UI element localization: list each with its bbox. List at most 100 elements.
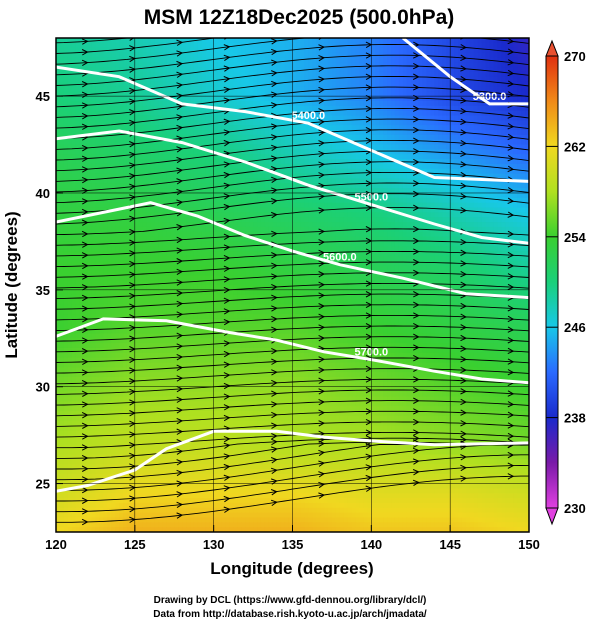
heatmap-cell	[450, 188, 455, 194]
heatmap-cell	[115, 212, 120, 218]
heatmap-cell	[316, 168, 321, 175]
heatmap-cell	[272, 76, 278, 83]
heatmap-cell	[434, 91, 439, 97]
heatmap-cell	[56, 188, 61, 194]
heatmap-cell	[280, 168, 286, 175]
heatmap-cell	[477, 217, 483, 223]
heatmap-cell	[249, 149, 254, 155]
heatmap-cell	[343, 86, 349, 92]
heatmap-cell	[292, 144, 298, 150]
heatmap-cell	[379, 47, 384, 54]
heatmap-cell	[391, 38, 396, 44]
heatmap-cell	[217, 57, 223, 63]
heatmap-cell	[406, 47, 412, 54]
heatmap-cell	[430, 139, 435, 146]
heatmap-cell	[146, 144, 152, 150]
heatmap-cell	[95, 188, 100, 194]
heatmap-cell	[166, 81, 171, 88]
heatmap-cell	[406, 226, 412, 233]
heatmap-cell	[123, 81, 128, 88]
heatmap-cell	[221, 149, 227, 155]
heatmap-cell	[391, 130, 396, 136]
heatmap-cell	[426, 144, 432, 150]
heatmap-cell	[103, 159, 108, 165]
heatmap-cell	[126, 52, 132, 58]
heatmap-cell	[331, 57, 337, 63]
heatmap-cell	[123, 52, 128, 58]
heatmap-cell	[469, 222, 475, 228]
heatmap-cell	[225, 134, 231, 141]
heatmap-cell	[75, 115, 81, 121]
heatmap-cell	[292, 67, 298, 73]
heatmap-cell	[268, 231, 274, 238]
heatmap-cell	[320, 197, 325, 204]
heatmap-cell	[115, 173, 120, 180]
heatmap-cell	[233, 86, 238, 92]
heatmap-cell	[363, 120, 368, 126]
heatmap-cell	[107, 202, 112, 209]
heatmap-cell	[375, 67, 380, 73]
heatmap-cell	[209, 86, 215, 92]
heatmap-cell	[130, 178, 136, 184]
heatmap-cell	[367, 130, 372, 136]
heatmap-cell	[493, 159, 499, 165]
heatmap-cell	[107, 222, 112, 228]
heatmap-cell	[308, 115, 313, 121]
heatmap-cell	[87, 120, 93, 126]
heatmap-cell	[477, 105, 483, 112]
heatmap-cell	[312, 144, 317, 150]
heatmap-cell	[197, 120, 203, 126]
heatmap-cell	[387, 71, 392, 78]
heatmap-cell	[284, 134, 290, 141]
heatmap-cell	[367, 120, 372, 126]
heatmap-cell	[253, 192, 258, 199]
heatmap-cell	[343, 212, 349, 218]
heatmap-cell	[186, 226, 191, 233]
heatmap-cell	[268, 159, 274, 165]
heatmap-cell	[343, 154, 349, 160]
heatmap-cell	[331, 217, 337, 223]
heatmap-cell	[446, 217, 451, 223]
heatmap-cell	[331, 188, 337, 194]
heatmap-cell	[430, 100, 435, 107]
heatmap-cell	[335, 202, 341, 209]
heatmap-cell	[245, 100, 250, 107]
heatmap-cell	[268, 52, 274, 58]
heatmap-cell	[347, 159, 353, 165]
heatmap-cell	[465, 168, 471, 175]
heatmap-cell	[150, 154, 156, 160]
heatmap-cell	[505, 120, 510, 126]
heatmap-cell	[324, 226, 329, 233]
heatmap-cell	[375, 168, 380, 175]
heatmap-cell	[371, 86, 376, 92]
heatmap-cell	[190, 134, 195, 141]
heatmap-cell	[182, 86, 187, 92]
heatmap-cell	[257, 149, 262, 155]
heatmap-cell	[398, 154, 404, 160]
heatmap-cell	[150, 178, 156, 184]
heatmap-cell	[237, 212, 242, 218]
heatmap-cell	[233, 173, 238, 180]
heatmap-cell	[272, 139, 278, 146]
heatmap-cell	[170, 57, 175, 63]
heatmap-cell	[260, 163, 266, 170]
heatmap-cell	[241, 110, 246, 117]
heatmap-cell	[304, 231, 309, 238]
heatmap-cell	[324, 222, 329, 228]
heatmap-cell	[115, 154, 120, 160]
heatmap-cell	[170, 100, 175, 107]
heatmap-cell	[237, 154, 242, 160]
heatmap-cell	[501, 173, 506, 180]
heatmap-cell	[126, 91, 132, 97]
heatmap-cell	[501, 183, 506, 189]
heatmap-cell	[182, 217, 187, 223]
heatmap-cell	[304, 217, 309, 223]
heatmap-cell	[217, 212, 223, 218]
heatmap-cell	[87, 144, 93, 150]
heatmap-cell	[123, 115, 128, 121]
heatmap-cell	[134, 217, 140, 223]
heatmap-cell	[170, 38, 175, 44]
heatmap-cell	[138, 231, 144, 238]
heatmap-cell	[324, 91, 329, 97]
heatmap-cell	[268, 86, 274, 92]
